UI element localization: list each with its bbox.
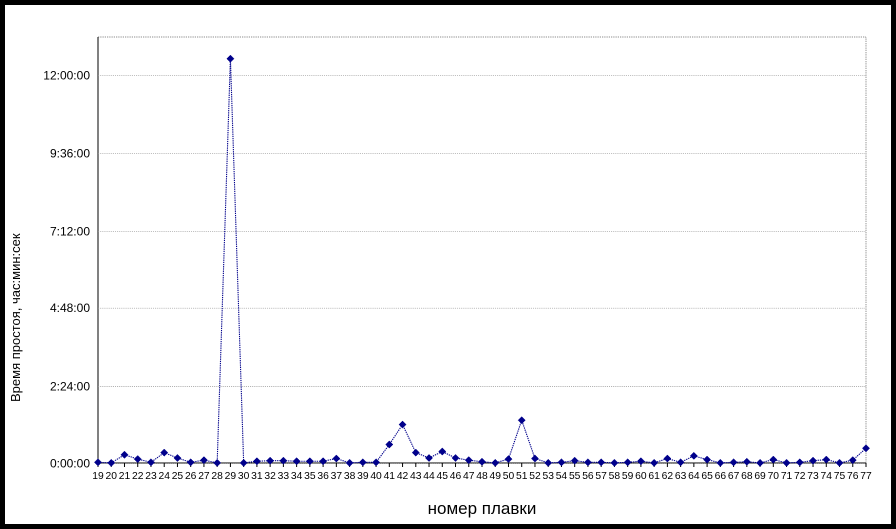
svg-text:71: 71 — [781, 471, 793, 482]
svg-text:73: 73 — [807, 471, 819, 482]
svg-text:4:48:00: 4:48:00 — [50, 301, 90, 315]
svg-text:38: 38 — [344, 471, 356, 482]
svg-text:7:12:00: 7:12:00 — [50, 224, 90, 238]
svg-text:62: 62 — [662, 471, 674, 482]
svg-text:41: 41 — [384, 471, 396, 482]
svg-text:46: 46 — [450, 471, 462, 482]
svg-text:30: 30 — [238, 471, 250, 482]
svg-text:60: 60 — [635, 471, 647, 482]
svg-text:21: 21 — [119, 471, 131, 482]
svg-text:12:00:00: 12:00:00 — [43, 68, 90, 82]
svg-text:39: 39 — [357, 471, 369, 482]
svg-text:34: 34 — [291, 471, 303, 482]
svg-text:47: 47 — [463, 471, 475, 482]
svg-text:36: 36 — [317, 471, 329, 482]
svg-text:51: 51 — [516, 471, 528, 482]
svg-text:37: 37 — [331, 471, 343, 482]
svg-text:76: 76 — [847, 471, 859, 482]
svg-text:43: 43 — [410, 471, 422, 482]
svg-text:45: 45 — [437, 471, 449, 482]
svg-text:68: 68 — [741, 471, 753, 482]
svg-text:32: 32 — [264, 471, 276, 482]
svg-text:25: 25 — [172, 471, 184, 482]
svg-text:19: 19 — [92, 471, 104, 482]
svg-text:72: 72 — [794, 471, 806, 482]
svg-text:57: 57 — [595, 471, 607, 482]
svg-text:52: 52 — [529, 471, 541, 482]
svg-text:29: 29 — [225, 471, 237, 482]
svg-text:64: 64 — [688, 471, 700, 482]
svg-text:33: 33 — [278, 471, 290, 482]
svg-text:27: 27 — [198, 471, 210, 482]
svg-text:44: 44 — [423, 471, 435, 482]
svg-text:74: 74 — [821, 471, 833, 482]
svg-text:77: 77 — [860, 471, 872, 482]
svg-text:67: 67 — [728, 471, 740, 482]
svg-text:0:00:00: 0:00:00 — [50, 456, 90, 470]
svg-text:24: 24 — [158, 471, 170, 482]
svg-text:22: 22 — [132, 471, 144, 482]
svg-text:70: 70 — [768, 471, 780, 482]
svg-text:63: 63 — [675, 471, 687, 482]
svg-text:59: 59 — [622, 471, 634, 482]
svg-text:61: 61 — [648, 471, 660, 482]
svg-text:26: 26 — [185, 471, 197, 482]
svg-text:48: 48 — [476, 471, 488, 482]
svg-text:9:36:00: 9:36:00 — [50, 146, 90, 160]
svg-text:20: 20 — [106, 471, 118, 482]
svg-text:65: 65 — [701, 471, 713, 482]
svg-text:69: 69 — [754, 471, 766, 482]
svg-text:Время простоя, час:мин:сек: Время простоя, час:мин:сек — [8, 233, 23, 402]
svg-text:55: 55 — [569, 471, 581, 482]
svg-text:58: 58 — [609, 471, 621, 482]
svg-text:35: 35 — [304, 471, 316, 482]
svg-text:40: 40 — [370, 471, 382, 482]
svg-text:31: 31 — [251, 471, 263, 482]
svg-text:23: 23 — [145, 471, 157, 482]
svg-text:2:24:00: 2:24:00 — [50, 379, 90, 393]
svg-text:50: 50 — [503, 471, 515, 482]
svg-text:42: 42 — [397, 471, 409, 482]
svg-text:75: 75 — [834, 471, 846, 482]
svg-text:номер плавки: номер плавки — [428, 499, 537, 518]
svg-text:54: 54 — [556, 471, 568, 482]
svg-text:53: 53 — [542, 471, 554, 482]
svg-text:66: 66 — [715, 471, 727, 482]
svg-text:28: 28 — [211, 471, 223, 482]
svg-text:49: 49 — [490, 471, 502, 482]
svg-text:56: 56 — [582, 471, 594, 482]
